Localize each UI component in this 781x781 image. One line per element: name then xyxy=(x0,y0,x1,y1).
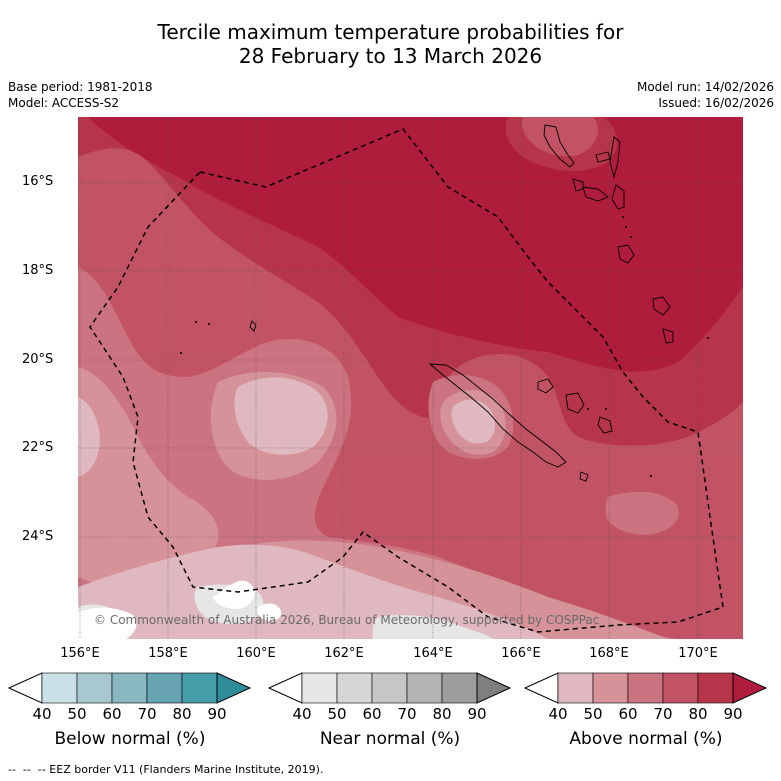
contour-light-west xyxy=(78,397,100,477)
vanuatu-north xyxy=(543,124,575,168)
colorbar-below-tick: 70 xyxy=(137,705,157,723)
colorbar-below-bin-50 xyxy=(76,672,113,704)
colorbar-above-bin-50 xyxy=(592,672,629,704)
colorbar-near-bin-50 xyxy=(336,672,373,704)
colorbar-below-tick: 90 xyxy=(207,705,227,723)
colorbar-below-arrow-right xyxy=(216,672,252,704)
colorbar-above-bin-80 xyxy=(697,672,734,704)
near-normal-patch-5 xyxy=(257,603,282,622)
colorbar-below-title: Below normal (%) xyxy=(54,729,206,749)
base-period: Base period: 1981-2018 xyxy=(8,80,153,94)
eez-border xyxy=(89,128,724,633)
colorbar-above-tick: 60 xyxy=(618,705,638,723)
colorbar-near-bin-40 xyxy=(301,672,338,704)
loyalty-island-1 xyxy=(537,378,554,394)
vanuatu-island-9 xyxy=(662,328,674,344)
colorbar-above-bin-60 xyxy=(627,672,664,704)
colorbar-below-normal xyxy=(8,672,252,704)
colorbar-above-tick: 80 xyxy=(688,705,708,723)
lat-label-22s: 22°S xyxy=(22,440,54,455)
contour-60-70-north xyxy=(522,117,598,157)
colorbar-below-tick: 50 xyxy=(67,705,87,723)
colorbar-below-bin-70 xyxy=(146,672,183,704)
graticule xyxy=(78,117,743,639)
colorbar-near-tick: 70 xyxy=(397,705,417,723)
colorbar-above-arrow-left xyxy=(524,672,559,704)
colorbar-near-arrow-left xyxy=(268,672,303,704)
new-caledonia-coast xyxy=(428,363,567,468)
contour-light-south xyxy=(78,544,548,639)
isle-of-pines xyxy=(579,471,589,482)
lat-label-18s: 18°S xyxy=(22,263,54,278)
lat-label-20s: 20°S xyxy=(22,352,54,367)
vanuatu-island-2 xyxy=(595,151,611,163)
colorbar-near-tick: 80 xyxy=(432,705,452,723)
probability-map[interactable] xyxy=(78,117,743,639)
lon-label-158e: 158°E xyxy=(148,646,188,661)
colorbar-below-arrow-left xyxy=(8,672,43,704)
title-line-1: Tercile maximum temperature probabilitie… xyxy=(157,20,624,44)
colorbar-above-title: Above normal (%) xyxy=(569,729,723,749)
colorbar-above-tick: 40 xyxy=(548,705,568,723)
colorbar-near-tick: 90 xyxy=(467,705,487,723)
colorbar-below-bin-40 xyxy=(41,672,78,704)
colorbar-near-tick: 40 xyxy=(292,705,312,723)
colorbar-below-bin-60 xyxy=(111,672,148,704)
copyright-notice: © Commonwealth of Australia 2026, Bureau… xyxy=(94,613,600,627)
loyalty-island-2 xyxy=(565,392,585,414)
colorbar-above-arrow-right xyxy=(732,672,768,704)
vanuatu-island-7 xyxy=(617,244,635,264)
coastlines xyxy=(249,124,674,482)
lon-label-156e: 156°E xyxy=(60,646,100,661)
near-normal-patch-4 xyxy=(78,607,137,639)
lat-label-24s: 24°S xyxy=(22,529,54,544)
colorbar-near-normal xyxy=(268,672,512,704)
model-run: Model run: 14/02/2026 xyxy=(636,80,774,94)
colorbar-above-bin-40 xyxy=(557,672,594,704)
title-line-2: 28 February to 13 March 2026 xyxy=(238,44,543,68)
vanuatu-island-6 xyxy=(611,184,625,210)
lon-label-168e: 168°E xyxy=(589,646,629,661)
contour-50-60-se xyxy=(605,491,679,535)
vanuatu-island-5 xyxy=(609,136,621,179)
lon-label-164e: 164°E xyxy=(413,646,453,661)
eez-footnote: -- -- -- EEZ border V11 (Flanders Marine… xyxy=(8,763,324,776)
colorbar-near-bin-80 xyxy=(441,672,478,704)
chesterfield-island xyxy=(249,320,257,332)
colorbar-near-bin-60 xyxy=(371,672,408,704)
colorbar-below-tick: 60 xyxy=(102,705,122,723)
lon-label-166e: 166°E xyxy=(501,646,541,661)
vanuatu-island-8 xyxy=(652,296,671,316)
colorbar-near-arrow-right xyxy=(476,672,512,704)
loyalty-island-3 xyxy=(597,416,613,434)
contour-light-centre xyxy=(234,377,328,455)
colorbar-near-bin-70 xyxy=(406,672,443,704)
vanuatu-island-4 xyxy=(582,186,609,202)
colorbar-near-tick: 50 xyxy=(327,705,347,723)
lon-label-170e: 170°E xyxy=(678,646,718,661)
contour-40-50 xyxy=(78,367,219,587)
lon-label-162e: 162°E xyxy=(324,646,364,661)
colorbar-below-bin-80 xyxy=(181,672,218,704)
colorbar-above-tick: 70 xyxy=(653,705,673,723)
issued-date: Issued: 16/02/2026 xyxy=(658,96,774,110)
colorbar-above-tick: 50 xyxy=(583,705,603,723)
colorbar-above-bin-70 xyxy=(662,672,699,704)
colorbar-below-tick: 40 xyxy=(32,705,52,723)
small-islands xyxy=(180,216,709,477)
colorbar-near-title: Near normal (%) xyxy=(319,729,461,749)
contour-light-nc xyxy=(451,399,495,444)
model-name: Model: ACCESS-S2 xyxy=(8,96,120,110)
colorbar-above-normal xyxy=(524,672,768,704)
lat-label-16s: 16°S xyxy=(22,174,54,189)
colorbar-above-tick: 90 xyxy=(723,705,743,723)
colorbar-below-tick: 80 xyxy=(172,705,192,723)
near-normal-patch-3 xyxy=(213,580,255,609)
vanuatu-island-3 xyxy=(572,178,584,192)
colorbar-near-tick: 60 xyxy=(362,705,382,723)
lon-label-160e: 160°E xyxy=(236,646,276,661)
